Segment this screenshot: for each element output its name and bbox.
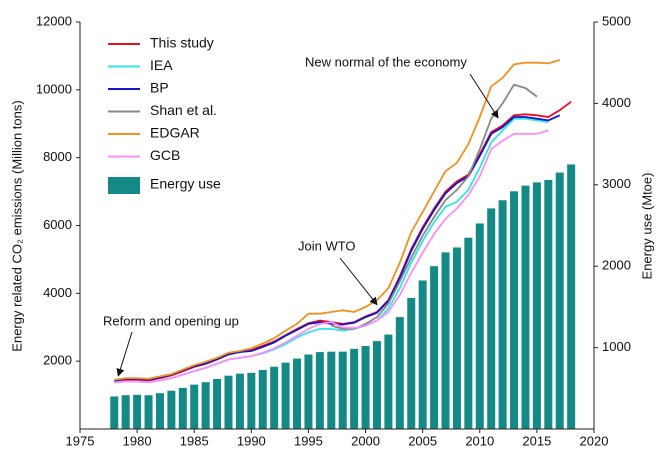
y-axis-label: Energy related CO₂ emissions (Million to… [9, 100, 24, 351]
bar [521, 185, 530, 429]
y-tick-label: 4000 [43, 285, 72, 300]
bar [338, 351, 347, 429]
y2-axis-label: Energy use (Mtoe) [639, 173, 654, 280]
x-tick-label: 1985 [180, 433, 209, 448]
bar [270, 366, 279, 429]
bar [293, 358, 302, 429]
bar [464, 237, 473, 429]
bar [475, 223, 484, 429]
x-tick-label: 1995 [294, 433, 323, 448]
y2-tick-label: 3000 [602, 176, 631, 191]
annotation: Join WTO [298, 238, 356, 253]
x-tick-label: 2000 [351, 433, 380, 448]
x-tick-label: 2020 [580, 433, 609, 448]
x-tick-label: 1990 [237, 433, 266, 448]
y2-tick-label: 5000 [602, 13, 631, 28]
legend-label: EDGAR [150, 125, 200, 141]
y2-tick-label: 1000 [602, 339, 631, 354]
y-tick-label: 10000 [36, 81, 72, 96]
legend-label: Energy use [150, 176, 221, 192]
y-tick-label: 2000 [43, 353, 72, 368]
bar [121, 395, 130, 429]
x-tick-label: 1975 [66, 433, 95, 448]
y2-tick-label: 2000 [602, 258, 631, 273]
bar [384, 334, 393, 429]
line-series [331, 83, 538, 330]
bar [247, 372, 256, 429]
bar [178, 387, 187, 429]
x-tick-label: 2010 [465, 433, 494, 448]
bar [155, 393, 164, 429]
bar [110, 396, 119, 429]
bar [498, 200, 507, 429]
x-tick-label: 2005 [408, 433, 437, 448]
bar [327, 351, 336, 429]
legend-swatch [108, 177, 140, 194]
x-tick-label: 2015 [522, 433, 551, 448]
annotation-arrow [116, 331, 133, 377]
bar [213, 378, 222, 429]
bar [144, 395, 153, 429]
annotation-arrow [469, 73, 499, 119]
bar [452, 247, 461, 429]
legend-label: This study [150, 35, 214, 51]
bar [133, 394, 142, 429]
line-series [114, 59, 560, 381]
bar [224, 375, 233, 429]
legend-label: IEA [150, 57, 173, 73]
bar [441, 252, 450, 429]
bar [555, 172, 564, 429]
y2-tick-label: 4000 [602, 95, 631, 110]
x-tick-label: 1980 [123, 433, 152, 448]
bar [235, 373, 244, 429]
line-series [114, 129, 549, 384]
y-tick-label: 8000 [43, 149, 72, 164]
bar [532, 182, 541, 429]
bar [258, 369, 267, 429]
bar [167, 390, 176, 429]
annotation: New normal of the economy [305, 54, 467, 69]
legend-label: Shan et al. [150, 102, 217, 118]
bar [361, 345, 370, 429]
bar [350, 348, 359, 429]
bar [304, 354, 313, 429]
annotation-arrow [339, 257, 378, 306]
bar [201, 382, 210, 429]
bar [372, 341, 381, 429]
annotation: Reform and opening up [103, 313, 239, 328]
bar [430, 266, 439, 429]
bar [487, 208, 496, 429]
bar [315, 352, 324, 429]
bar [281, 362, 290, 429]
legend-label: GCB [150, 147, 180, 163]
bar [510, 191, 519, 429]
bar [544, 179, 553, 429]
legend-label: BP [150, 80, 169, 96]
y-tick-label: 6000 [43, 217, 72, 232]
bar [407, 297, 416, 429]
bar [567, 164, 576, 429]
y-tick-label: 12000 [36, 13, 72, 28]
bar [418, 280, 427, 429]
bar [190, 384, 199, 429]
bar [395, 317, 404, 429]
